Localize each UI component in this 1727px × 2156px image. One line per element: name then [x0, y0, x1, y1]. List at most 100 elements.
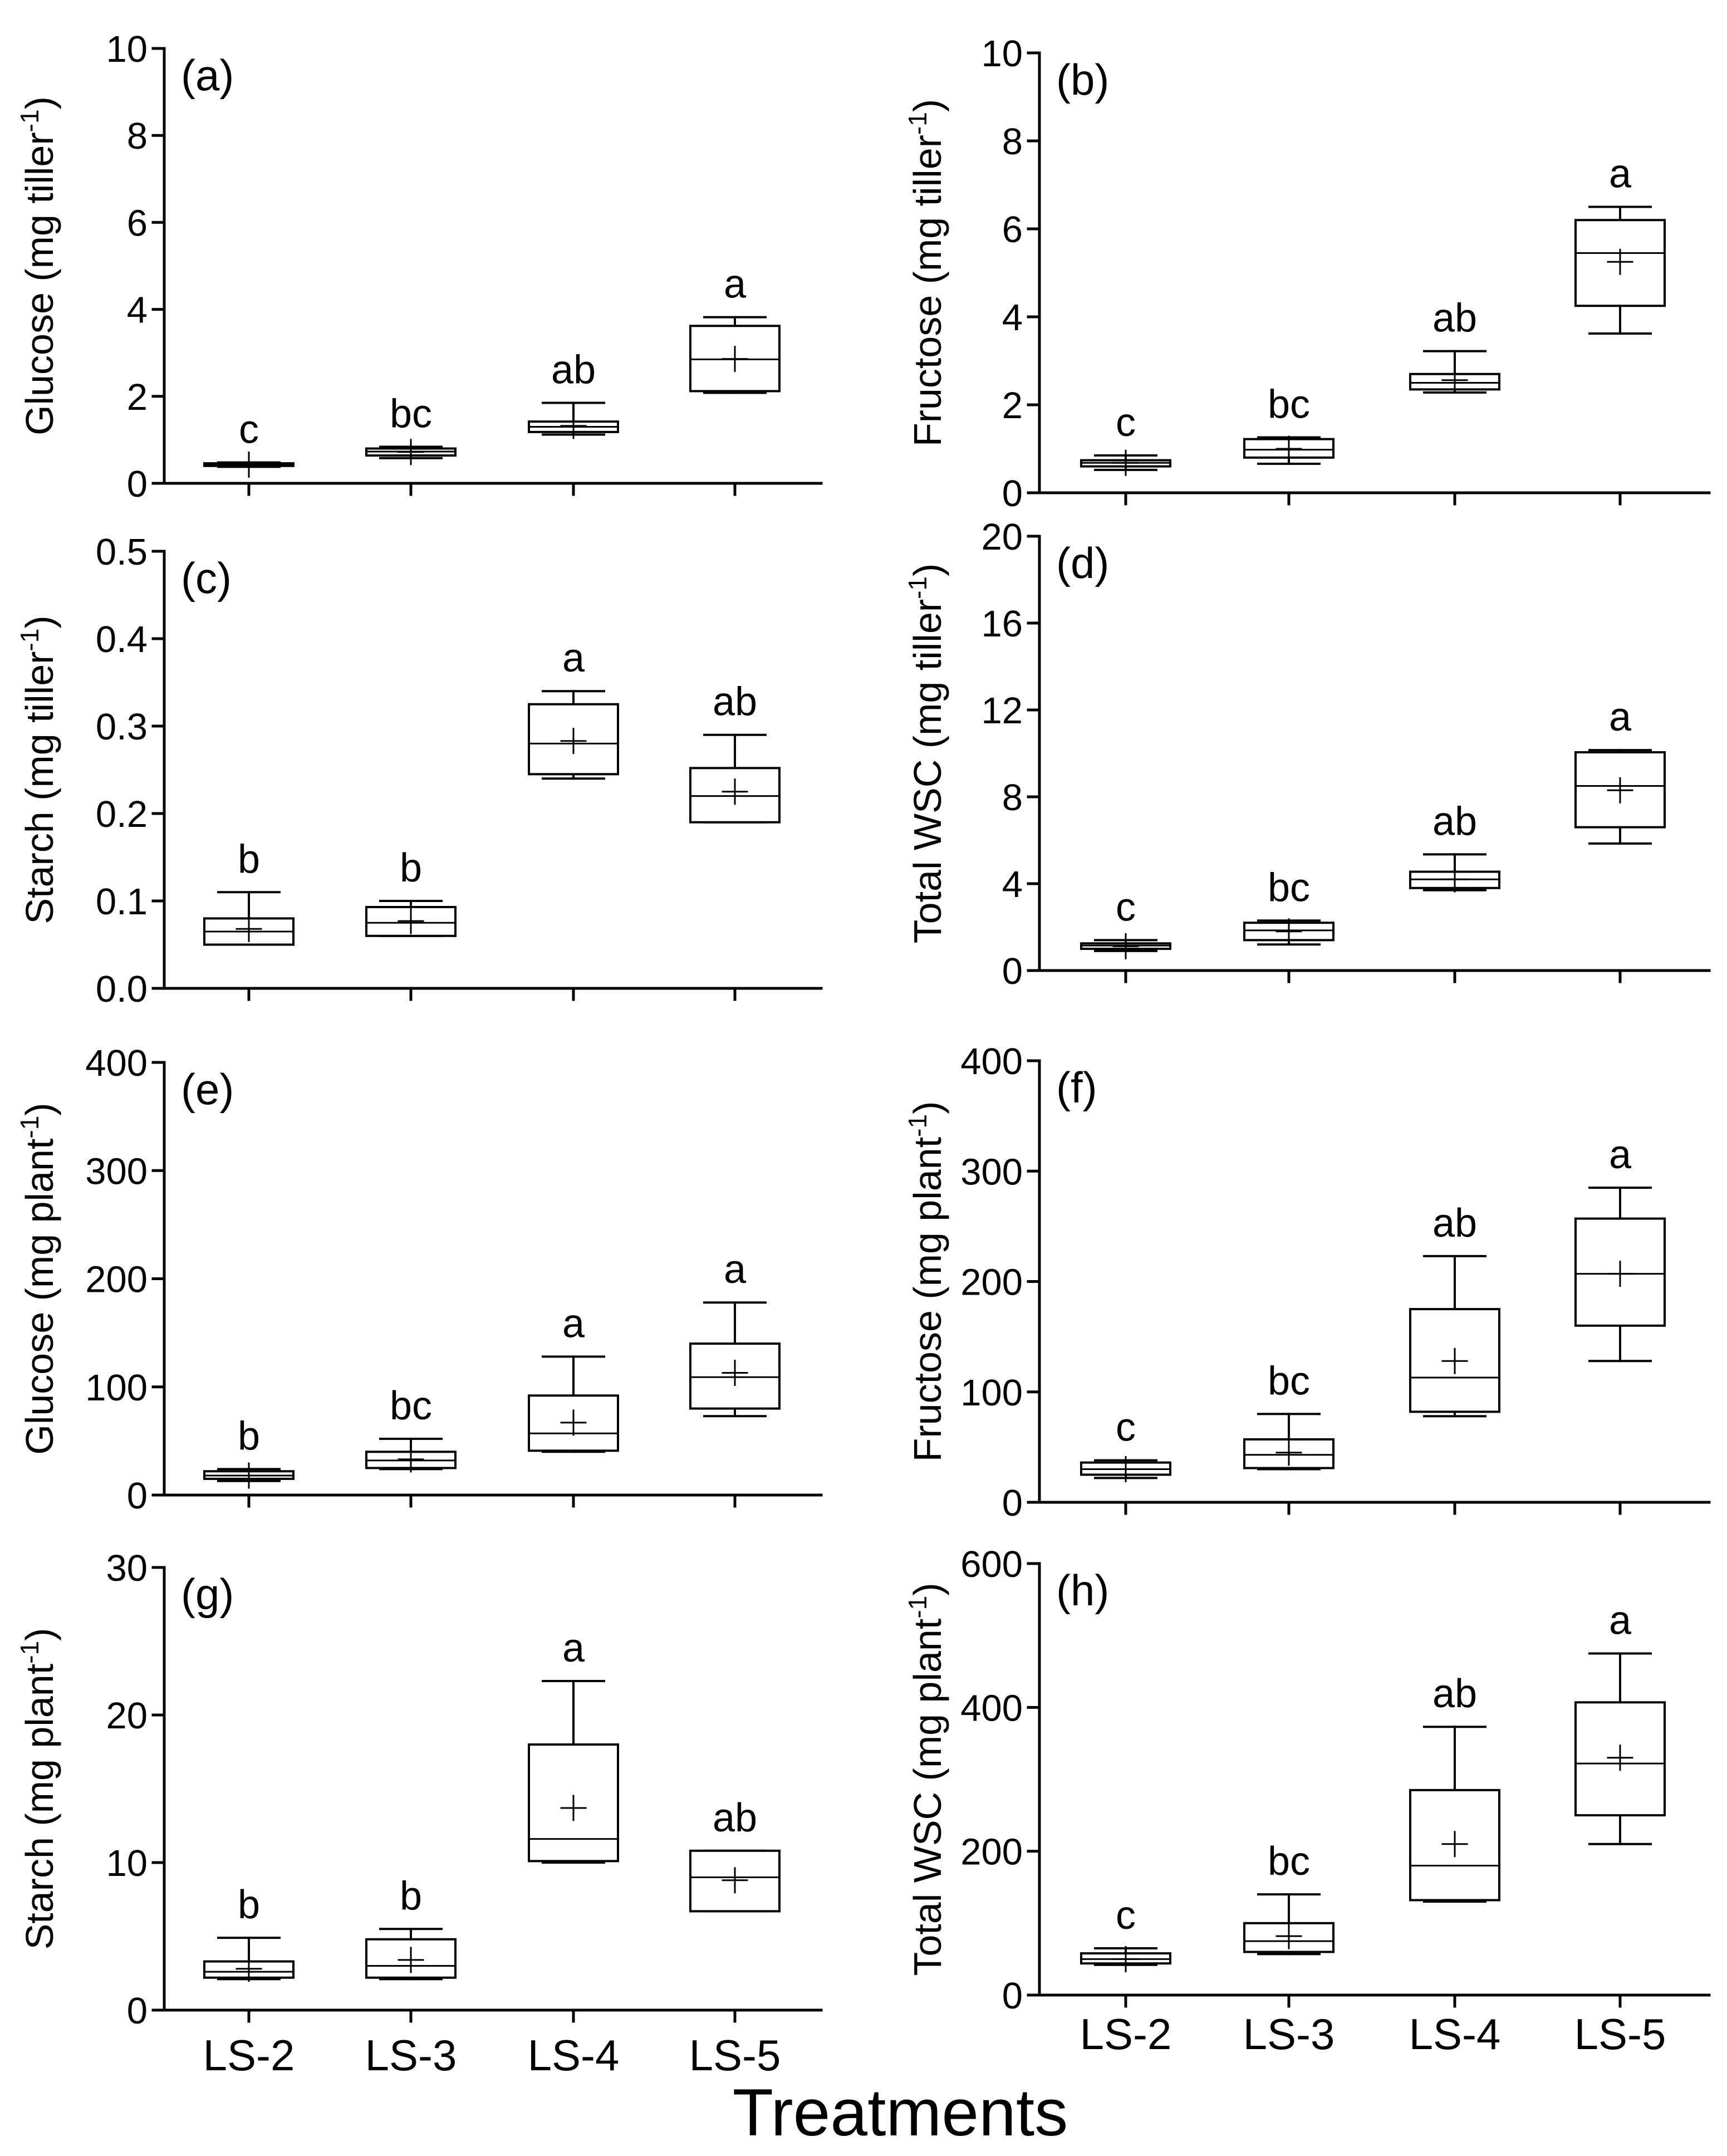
y-tick-label: 300 [85, 1150, 148, 1192]
y-tick-label: 0.4 [96, 619, 148, 660]
significance-letter: ab [713, 1796, 757, 1840]
y-tick-label: 0.1 [96, 881, 148, 923]
y-tick-label: 0.5 [96, 531, 148, 573]
y-axis-label-text: Glucose (mg tiller [18, 132, 61, 435]
box-LS-2: c [1080, 1405, 1171, 1483]
y-axis-label-close: ) [906, 99, 949, 112]
y-tick-label: 10 [981, 33, 1023, 75]
y-axis-label-text: Total WSC (mg tiller [906, 599, 949, 943]
panel-e: 0 100 200 300 400 Glucose (mg plant-1) (e) b bc a… [15, 1042, 823, 1517]
x-category-label: LS-4 [528, 2031, 620, 2080]
significance-letter: ab [1432, 799, 1477, 844]
y-axis-label-superscript: -1 [15, 1116, 44, 1139]
significance-letter: b [238, 837, 260, 881]
y-tick-label: 200 [960, 1262, 1023, 1304]
y-tick-label: 4 [1002, 864, 1023, 905]
y-axis-label-text: Total WSC (mg plant [906, 1619, 949, 1976]
significance-letter: bc [1268, 1839, 1310, 1884]
significance-letter: c [239, 408, 259, 452]
y-axis-label-close: ) [18, 96, 61, 109]
y-axis-label-superscript: -1 [15, 1641, 44, 1664]
significance-letter: c [1116, 400, 1136, 445]
panel-label: (g) [181, 1570, 234, 1619]
y-tick-label: 8 [127, 115, 148, 157]
y-axis-label-text: Starch (mg plant [18, 1664, 61, 1950]
box-LS-5: ab [689, 680, 781, 824]
significance-letter: c [1116, 885, 1136, 929]
box-LS-3: b [365, 1874, 457, 1981]
significance-letter: a [562, 1301, 585, 1346]
y-tick-label: 0.2 [96, 793, 148, 835]
y-tick-label: 0 [1002, 950, 1023, 992]
box-LS-5: a [1574, 1598, 1666, 1845]
x-category-label: LS-3 [1243, 2010, 1335, 2059]
box-LS-5: a [1574, 152, 1666, 335]
y-axis-label-close: ) [906, 1101, 949, 1114]
y-tick-label: 0.3 [96, 706, 148, 748]
panel-b: 0 2 4 6 8 10 Fructose (mg tiller-1) (b) c bc ab a [903, 33, 1711, 514]
significance-letter: bc [1268, 865, 1310, 910]
y-axis-label-close: ) [18, 1102, 61, 1115]
significance-letter: b [238, 1883, 260, 1927]
box-LS-2: c [1080, 1893, 1171, 1972]
box-LS-3: b [365, 846, 457, 937]
box-LS-3: bc [1243, 1359, 1334, 1471]
y-axis-label: Starch (mg plant-1) [15, 1628, 61, 1950]
box-LS-2: b [203, 1414, 295, 1489]
y-tick-label: 0 [127, 463, 148, 505]
y-tick-label: 400 [960, 1041, 1023, 1082]
significance-letter: c [1116, 1405, 1136, 1450]
y-axis-label-superscript: -1 [903, 1114, 932, 1137]
y-tick-label: 2 [1002, 385, 1023, 427]
y-tick-label: 0 [1002, 1482, 1023, 1524]
x-category-label: LS-2 [203, 2031, 295, 2080]
y-axis-label-close: ) [18, 615, 61, 628]
box-LS-2: c [203, 408, 295, 478]
panel-label: (h) [1056, 1566, 1109, 1615]
y-axis-label: Starch (mg tiller-1) [15, 615, 61, 924]
y-tick-label: 0.0 [96, 968, 148, 1010]
y-axis-label: Total WSC (mg plant-1) [903, 1582, 949, 1976]
y-tick-label: 6 [127, 202, 148, 244]
significance-letter: a [724, 262, 747, 307]
significance-letter: a [1609, 152, 1632, 197]
significance-letter: a [562, 636, 585, 680]
iqr-box [689, 767, 781, 824]
y-axis-label-superscript: -1 [15, 109, 44, 132]
y-tick-label: 600 [960, 1543, 1023, 1585]
y-axis-label-superscript: -1 [903, 1596, 932, 1619]
significance-letter: bc [1268, 1359, 1310, 1403]
panel-a: 0 2 4 6 8 10 Glucose (mg tiller-1) (a) c bc ab a [15, 28, 823, 505]
y-axis-label: Glucose (mg tiller-1) [15, 96, 61, 435]
box-LS-4: a [528, 636, 619, 780]
y-axis-label-text: Starch (mg tiller [18, 651, 61, 924]
box-LS-3: bc [1243, 865, 1334, 946]
y-tick-label: 12 [981, 690, 1023, 732]
significance-letter: ab [551, 348, 596, 393]
panel-label: (d) [1056, 538, 1109, 587]
y-tick-label: 8 [1002, 121, 1023, 163]
significance-letter: bc [390, 391, 432, 436]
box-LS-2: b [203, 1883, 295, 1982]
x-category-label: LS-2 [1080, 2010, 1172, 2059]
box-LS-4: a [528, 1301, 619, 1453]
panel-label: (a) [181, 51, 234, 100]
box-LS-5: ab [689, 1796, 781, 1913]
y-axis-label: Glucose (mg plant-1) [15, 1102, 61, 1454]
panel-label: (e) [181, 1065, 234, 1114]
box-LS-4: ab [1409, 799, 1500, 893]
box-LS-3: bc [365, 1384, 457, 1473]
y-tick-label: 200 [85, 1259, 148, 1301]
significance-letter: bc [390, 1384, 432, 1428]
y-tick-label: 0 [127, 1475, 148, 1517]
y-axis-label-superscript: -1 [903, 576, 932, 599]
y-tick-label: 0 [1002, 1975, 1023, 2017]
y-axis-label-text: Fructose (mg plant [906, 1137, 949, 1462]
significance-letter: ab [713, 680, 757, 724]
significance-letter: a [1609, 1133, 1632, 1177]
significance-letter: a [562, 1626, 585, 1670]
panel-f: 0 100 200 300 400 Fructose (mg plant-1) (f) c bc… [903, 1041, 1711, 1524]
significance-letter: a [1609, 695, 1632, 739]
